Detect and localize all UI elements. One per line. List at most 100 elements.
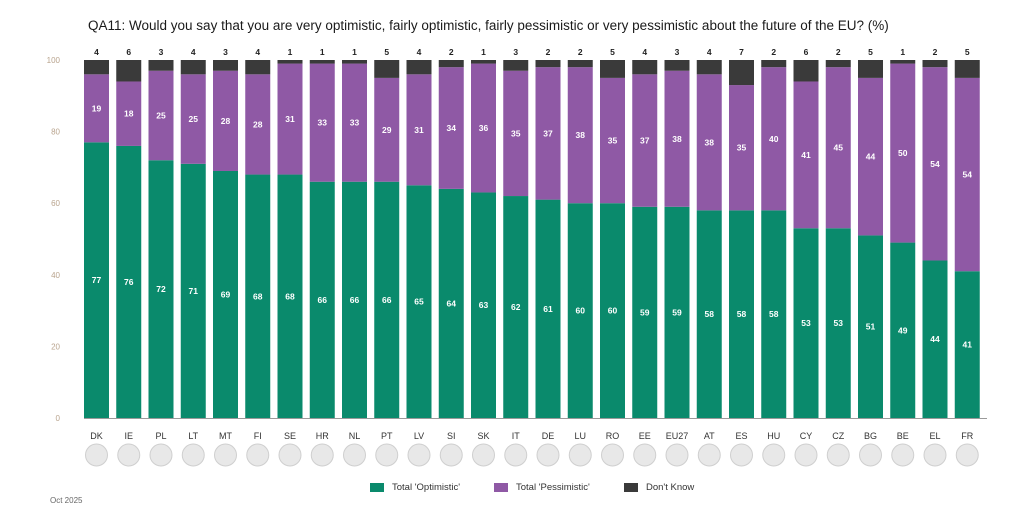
data-label-dontknow: 2 [933, 47, 938, 57]
flag-lu-icon [568, 443, 592, 467]
bar-segment-dontknow [438, 60, 464, 68]
bar-segment-dontknow [632, 60, 658, 75]
bar-segment-pessimistic [503, 70, 529, 197]
x-tick-label: DE [542, 431, 555, 441]
flag-el-icon [923, 443, 947, 467]
bar-segment-optimistic [954, 271, 980, 418]
data-label: 72 [156, 284, 166, 294]
data-label: 49 [898, 325, 908, 335]
bar-segment-pessimistic [858, 77, 883, 236]
bar-segment-pessimistic [180, 74, 206, 164]
x-tick-label: FR [961, 431, 973, 441]
bar-segment-dontknow [825, 60, 851, 68]
x-tick-label: ES [735, 431, 747, 441]
data-label-dontknow: 3 [675, 47, 680, 57]
data-label: 76 [124, 277, 134, 287]
data-label: 28 [253, 119, 263, 129]
x-tick-label: RO [606, 431, 620, 441]
bar-segment-optimistic [858, 235, 883, 418]
data-label: 68 [253, 291, 263, 301]
data-label: 69 [221, 289, 231, 299]
data-label-dontknow: 4 [191, 47, 196, 57]
legend-swatch-pessimistic [494, 483, 508, 492]
flag-nl-icon [343, 443, 366, 467]
data-label-dontknow: 1 [352, 47, 357, 57]
data-label-dontknow: 2 [578, 47, 583, 57]
bar-segment-dontknow [761, 60, 787, 68]
bar-segment-pessimistic [632, 74, 658, 207]
bar-segment-pessimistic [471, 63, 496, 193]
legend-item-pessimistic: Total 'Pessimistic' [494, 482, 590, 493]
x-tick-label: MT [219, 431, 232, 441]
y-tick-label: 20 [51, 342, 60, 351]
data-label-dontknow: 3 [159, 47, 164, 57]
bar-segment-optimistic [309, 181, 335, 418]
x-tick-label: HR [316, 431, 329, 441]
data-label-dontknow: 2 [836, 47, 841, 57]
x-tick-label: LV [414, 431, 424, 441]
bar-segment-pessimistic [309, 63, 335, 182]
flag-mt-icon [214, 443, 237, 467]
flag-fr-icon [955, 443, 979, 467]
data-label-dontknow: 1 [320, 47, 325, 57]
x-tick-label: SI [447, 431, 456, 441]
data-label-dontknow: 5 [965, 47, 970, 57]
flag-ee-icon [633, 443, 657, 467]
data-label-dontknow: 4 [94, 47, 99, 57]
x-tick-label: LU [574, 431, 586, 441]
bar-segment-pessimistic [664, 70, 690, 207]
x-tick-label: EU27 [666, 431, 689, 441]
bar-segment-dontknow [213, 60, 238, 71]
data-label: 65 [414, 297, 424, 307]
data-label: 36 [479, 123, 489, 133]
bar-segment-dontknow [84, 60, 109, 75]
flag-cz-icon [826, 443, 850, 467]
bar-segment-dontknow [922, 60, 948, 68]
bar-segment-pessimistic [406, 74, 432, 186]
x-tick-label: LT [188, 431, 198, 441]
bar-segment-dontknow [471, 60, 496, 64]
data-label: 31 [414, 125, 424, 135]
bar-segment-optimistic [535, 199, 561, 418]
x-tick-label: IE [124, 431, 133, 441]
data-label: 58 [769, 309, 779, 319]
flag-lt-icon [181, 443, 205, 467]
flag-se-icon [278, 443, 302, 467]
x-tick-label: BG [864, 431, 877, 441]
flag-be-icon [891, 443, 915, 467]
x-tick-label: CZ [832, 431, 844, 441]
bar-segment-pessimistic [696, 74, 722, 211]
bar-segment-dontknow [600, 60, 625, 78]
flag-cy-icon [794, 443, 818, 467]
data-label: 41 [801, 150, 811, 160]
data-label: 31 [285, 114, 295, 124]
footnote-date: Oct 2025 [50, 496, 83, 505]
bar-segment-dontknow [116, 60, 142, 82]
bar-segment-dontknow [374, 60, 400, 78]
flag-hr-icon [310, 443, 334, 467]
x-tick-label: SE [284, 431, 296, 441]
bar-segment-dontknow [890, 60, 916, 64]
flag-de-icon [536, 443, 560, 467]
y-tick-label: 60 [51, 199, 60, 208]
bar-segment-pessimistic [213, 70, 238, 171]
data-label: 18 [124, 109, 134, 119]
chart-title: QA11: Would you say that you are very op… [88, 18, 889, 33]
bar-segment-optimistic [761, 210, 787, 418]
data-label: 34 [447, 123, 457, 133]
flag-es-icon [730, 443, 753, 467]
x-tick-label: BE [897, 431, 909, 441]
bar-segment-dontknow [567, 60, 593, 68]
bar-segment-optimistic [277, 174, 303, 418]
x-tick-label: DK [90, 431, 103, 441]
data-label-dontknow: 4 [255, 47, 260, 57]
legend-item-optimistic: Total 'Optimistic' [370, 482, 460, 493]
data-label: 64 [447, 298, 457, 308]
flag-lv-icon [407, 443, 431, 467]
x-tick-label: PT [381, 431, 393, 441]
data-label-dontknow: 5 [868, 47, 873, 57]
data-label: 58 [737, 309, 747, 319]
flag-it-icon [504, 443, 528, 467]
data-label-dontknow: 3 [513, 47, 518, 57]
data-label: 66 [318, 295, 328, 305]
